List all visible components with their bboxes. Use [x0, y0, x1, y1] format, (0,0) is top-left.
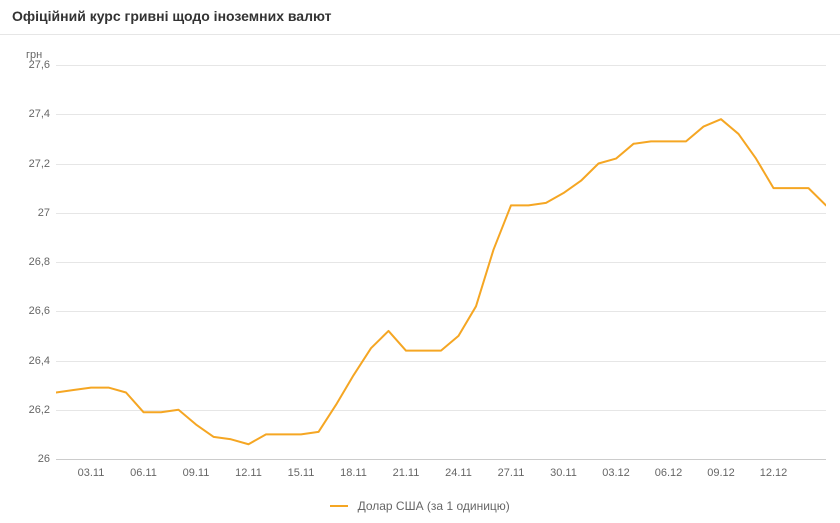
plot-area: 2626,226,426,626,82727,227,427,603.1106.… [56, 65, 826, 459]
y-tick-label: 26,6 [16, 305, 50, 317]
y-tick-label: 27,2 [16, 158, 50, 170]
legend-swatch [330, 505, 348, 507]
x-tick-label: 12.11 [235, 467, 262, 479]
legend-label: Долар США (за 1 одиницю) [358, 499, 510, 513]
x-tick-label: 21.11 [393, 467, 420, 479]
x-tick-label: 03.12 [602, 467, 630, 479]
y-tick-label: 27 [16, 207, 50, 219]
x-tick-label: 27.11 [498, 467, 525, 479]
y-tick-label: 27,6 [16, 59, 50, 71]
x-tick-label: 03.11 [78, 467, 105, 479]
y-tick-label: 26,8 [16, 256, 50, 268]
x-tick-label: 09.11 [183, 467, 210, 479]
x-tick-label: 18.11 [340, 467, 367, 479]
legend: Долар США (за 1 одиницю) [0, 498, 840, 513]
x-tick-label: 24.11 [445, 467, 472, 479]
chart-container: Офіційний курс гривні щодо іноземних вал… [0, 0, 840, 523]
x-tick-label: 06.11 [130, 467, 157, 479]
x-tick-label: 15.11 [288, 467, 315, 479]
y-tick-label: 27,4 [16, 108, 50, 120]
chart-title: Офіційний курс гривні щодо іноземних вал… [12, 8, 331, 24]
y-tick-label: 26,4 [16, 355, 50, 367]
y-tick-label: 26 [16, 453, 50, 465]
x-tick-label: 30.11 [550, 467, 577, 479]
series-line [56, 119, 826, 444]
x-tick-label: 12.12 [760, 467, 788, 479]
line-svg [56, 65, 826, 459]
x-axis-line [56, 459, 826, 460]
chart-area: грн 2626,226,426,626,82727,227,427,603.1… [0, 34, 840, 523]
x-tick-label: 09.12 [707, 467, 735, 479]
x-tick-label: 06.12 [655, 467, 683, 479]
y-tick-label: 26,2 [16, 404, 50, 416]
